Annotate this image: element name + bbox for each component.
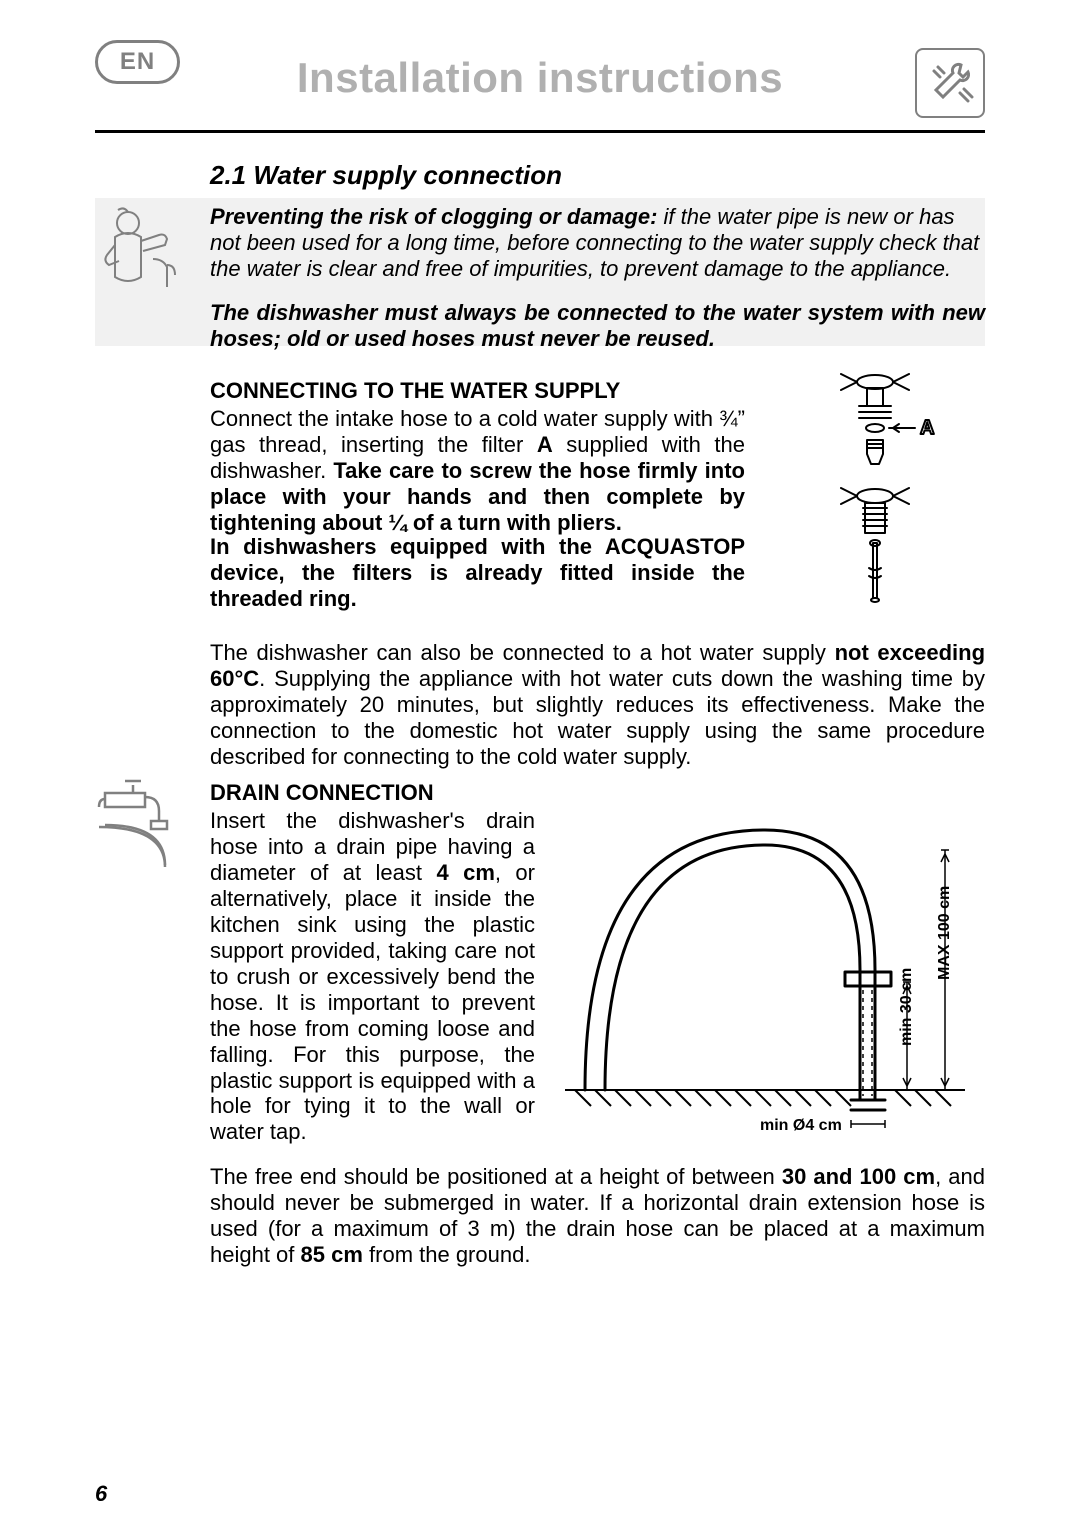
svg-text:A: A — [920, 417, 934, 439]
free-part3: from the ground. — [363, 1242, 531, 1267]
connecting-heading: CONNECTING TO THE WATER SUPPLY — [210, 378, 620, 404]
max-label: MAX 100 cm — [936, 886, 953, 980]
preventing-paragraph: Preventing the risk of clogging or damag… — [210, 204, 985, 282]
page-number: 6 — [95, 1481, 107, 1507]
drain-4cm: 4 cm — [436, 860, 494, 885]
drain-figure: MAX 100 cm min 30 cm min Ø4 cm — [545, 790, 985, 1140]
new-hoses-paragraph: The dishwasher must always be connected … — [210, 300, 985, 352]
plumber-icon — [95, 205, 185, 300]
hot-part2: . Supplying the appliance with hot water… — [210, 666, 985, 769]
acquastop-paragraph: In dishwashers equipped with the ACQUAST… — [210, 534, 745, 612]
page-header: Installation instructions — [95, 58, 985, 133]
drain-part2: , or alternatively, place it inside the … — [210, 860, 535, 1145]
drain-heading: DRAIN CONNECTION — [210, 780, 434, 806]
connecting-paragraph: Connect the intake hose to a cold water … — [210, 406, 745, 536]
free-bold1: 30 and 100 cm — [782, 1164, 935, 1189]
preventing-lead: Preventing the risk of clogging or damag… — [210, 204, 657, 229]
hot-water-paragraph: The dishwasher can also be connected to … — [210, 640, 985, 770]
tools-icon — [915, 48, 985, 118]
mindia-label: min Ø4 cm — [760, 1117, 842, 1134]
drain-paragraph: Insert the dishwasher's drain hose into … — [210, 808, 535, 1145]
min30-label: min 30 cm — [898, 968, 915, 1046]
free-bold2: 85 cm — [301, 1242, 363, 1267]
free-end-paragraph: The free end should be positioned at a h… — [210, 1164, 985, 1268]
filter-A-label: A — [537, 432, 553, 457]
chapter-title: Installation instructions — [297, 54, 783, 102]
section-title: 2.1 Water supply connection — [210, 160, 562, 191]
free-part1: The free end should be positioned at a h… — [210, 1164, 782, 1189]
filter-figure: A — [765, 368, 985, 613]
hot-part1: The dishwasher can also be connected to … — [210, 640, 835, 665]
tap-icon — [95, 775, 185, 870]
